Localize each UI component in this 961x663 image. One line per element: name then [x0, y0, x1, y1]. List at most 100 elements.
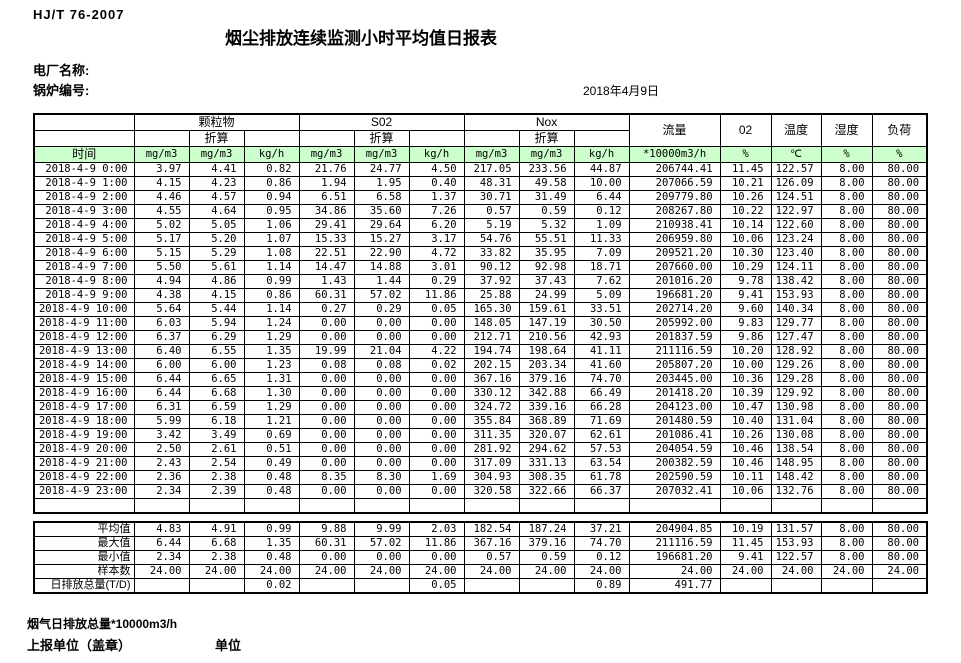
value-cell: 205992.00	[628, 316, 721, 331]
time-cell: 2018-4-9 5:00	[33, 232, 135, 247]
blank-cell	[628, 498, 721, 514]
value-cell: 202.15	[463, 358, 520, 373]
value-cell: 80.00	[871, 288, 928, 303]
value-cell: 10.06	[719, 484, 772, 499]
value-cell: 210.56	[518, 330, 575, 345]
blank-cell	[463, 130, 520, 147]
value-cell: 34.86	[298, 204, 355, 219]
value-cell: 44.87	[573, 162, 630, 177]
value-cell: 24.99	[518, 288, 575, 303]
time-cell: 2018-4-9 8:00	[33, 274, 135, 289]
value-cell: 324.72	[463, 400, 520, 415]
value-cell: 8.00	[820, 190, 873, 205]
value-cell: 148.95	[770, 456, 822, 471]
value-cell: 379.16	[518, 372, 575, 387]
value-cell: 204054.59	[628, 442, 721, 457]
value-cell: 10.29	[719, 260, 772, 275]
summary-value-cell: 24.00	[820, 564, 873, 579]
value-cell: 6.44	[133, 386, 190, 401]
value-cell: 0.00	[408, 372, 465, 387]
table-row: 2018-4-9 15:00 6.44 6.65 1.31 0.00 0.00 0.00 36…	[33, 372, 928, 387]
group-humidity: 湿度	[820, 113, 873, 147]
value-cell: 80.00	[871, 344, 928, 359]
value-cell: 8.00	[820, 386, 873, 401]
value-cell: 0.99	[243, 274, 300, 289]
plant-name-label: 电厂名称:	[33, 63, 90, 78]
group-so2: S02	[298, 113, 465, 131]
summary-value-cell: 4.91	[188, 521, 245, 537]
summary-value-cell: 24.00	[408, 564, 465, 579]
value-cell: 14.47	[298, 260, 355, 275]
table-row: 2018-4-9 12:00 6.37 6.29 1.29 0.00 0.00 0.00 21…	[33, 330, 928, 345]
summary-value-cell	[353, 578, 410, 594]
time-cell: 2018-4-9 7:00	[33, 260, 135, 275]
reporting-unit-label: 上报单位（盖章）	[27, 638, 132, 653]
summary-value-cell: 0.99	[243, 521, 300, 537]
value-cell: 210938.41	[628, 218, 721, 233]
summary-label: 日排放总量(T/D)	[33, 578, 135, 594]
value-cell: 80.00	[871, 218, 928, 233]
value-cell: 0.40	[408, 176, 465, 191]
time-cell: 2018-4-9 6:00	[33, 246, 135, 261]
blank-cell	[188, 498, 245, 514]
value-cell: 130.08	[770, 428, 822, 443]
summary-value-cell: 2.38	[188, 550, 245, 565]
value-cell: 0.12	[573, 204, 630, 219]
group-flow: 流量	[628, 113, 721, 147]
value-cell: 206959.80	[628, 232, 721, 247]
table-row: 2018-4-9 10:00 5.64 5.44 1.14 0.27 0.29 0.05 16…	[33, 302, 928, 317]
summary-value-cell: 8.00	[820, 536, 873, 551]
value-cell: 60.31	[298, 288, 355, 303]
value-cell: 1.31	[243, 372, 300, 387]
value-cell: 0.00	[298, 456, 355, 471]
value-cell: 202590.59	[628, 470, 721, 485]
table-row: 2018-4-9 1:00 4.15 4.23 0.86 1.94 1.95 0.40 48.…	[33, 176, 928, 191]
value-cell: 0.00	[408, 400, 465, 415]
value-cell: 6.44	[133, 372, 190, 387]
value-cell: 80.00	[871, 316, 928, 331]
value-cell: 1.06	[243, 218, 300, 233]
summary-value-cell: 0.00	[353, 550, 410, 565]
blank-cell	[33, 130, 135, 147]
value-cell: 30.71	[463, 190, 520, 205]
value-cell: 0.00	[298, 414, 355, 429]
time-cell: 2018-4-9 20:00	[33, 442, 135, 457]
value-cell: 80.00	[871, 232, 928, 247]
value-cell: 10.11	[719, 470, 772, 485]
value-cell: 0.00	[298, 442, 355, 457]
value-cell: 201837.59	[628, 330, 721, 345]
summary-value-cell: 11.86	[408, 536, 465, 551]
value-cell: 2.54	[188, 456, 245, 471]
value-cell: 1.09	[573, 218, 630, 233]
value-cell: 0.00	[298, 316, 355, 331]
table-row: 2018-4-9 5:00 5.17 5.20 1.07 15.33 15.27 3.17 5…	[33, 232, 928, 247]
summary-value-cell: 1.35	[243, 536, 300, 551]
report-tables: 颗粒物 S02 Nox 流量 02 温度 湿度 负荷 折算 折算 折算	[33, 113, 929, 594]
value-cell: 42.93	[573, 330, 630, 345]
summary-value-cell: 0.05	[408, 578, 465, 594]
value-cell: 368.89	[518, 414, 575, 429]
summary-value-cell: 24.00	[518, 564, 575, 579]
value-cell: 8.00	[820, 218, 873, 233]
blank-cell	[133, 130, 190, 147]
summary-value-cell: 9.99	[353, 521, 410, 537]
value-cell: 19.99	[298, 344, 355, 359]
time-cell: 2018-4-9 14:00	[33, 358, 135, 373]
value-cell: 0.00	[353, 400, 410, 415]
value-cell: 196681.20	[628, 288, 721, 303]
summary-value-cell: 187.24	[518, 521, 575, 537]
value-cell: 6.44	[573, 190, 630, 205]
time-cell: 2018-4-9 21:00	[33, 456, 135, 471]
standard-number: HJ/T 76-2007	[33, 7, 125, 22]
summary-value-cell: 57.02	[353, 536, 410, 551]
unit-cell: kg/h	[573, 146, 630, 163]
value-cell: 2.50	[133, 442, 190, 457]
value-cell: 124.11	[770, 260, 822, 275]
value-cell: 0.00	[298, 400, 355, 415]
value-cell: 0.00	[353, 330, 410, 345]
value-cell: 9.78	[719, 274, 772, 289]
value-cell: 80.00	[871, 330, 928, 345]
time-cell: 2018-4-9 15:00	[33, 372, 135, 387]
blank-cell	[133, 498, 190, 514]
summary-table: 平均值 4.83 4.91 0.99 9.88 9.99 2.03 182.54 187.24 3…	[33, 521, 928, 594]
